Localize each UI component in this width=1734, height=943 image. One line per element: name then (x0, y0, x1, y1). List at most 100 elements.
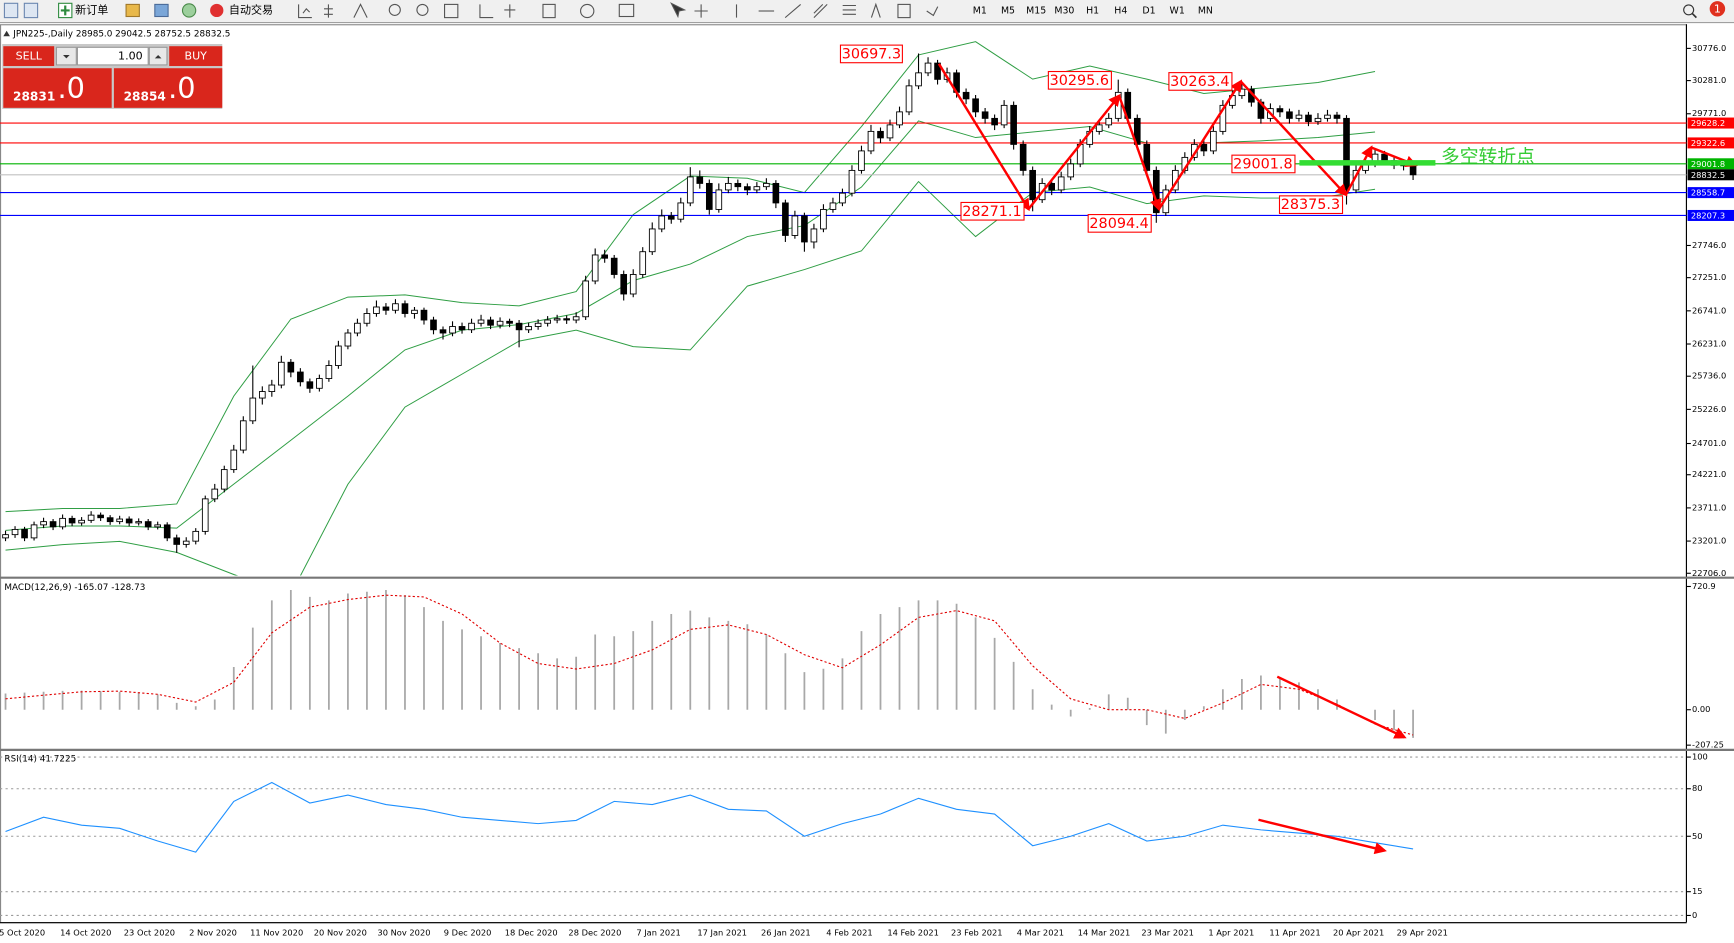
x-tick-label: 23 Oct 2020 (124, 928, 175, 938)
candle-body (1200, 143, 1208, 152)
candle-body (144, 521, 152, 528)
buy-button[interactable]: BUY (169, 46, 223, 67)
candle-body (1000, 104, 1008, 126)
candle-body (658, 215, 666, 230)
candle-body (306, 381, 314, 389)
candle-body (2, 534, 9, 539)
candle-body (696, 176, 704, 184)
notification-badge[interactable] (1709, 1, 1726, 17)
candle-body (382, 306, 390, 311)
x-tick-label: 2 Nov 2020 (189, 928, 237, 938)
candle-body (753, 186, 761, 191)
candle-body (211, 488, 219, 500)
icon[interactable] (154, 3, 169, 18)
sell-button[interactable]: SELL (3, 46, 55, 67)
y-tick-label: 0.00 (1692, 704, 1710, 714)
candle-body (1314, 117, 1322, 123)
candle-body (239, 420, 247, 451)
x-tick-label: 1 Apr 2021 (1208, 928, 1254, 938)
candle-body (297, 371, 304, 383)
x-tick-label: 14 Mar 2021 (1078, 928, 1131, 938)
lot-value: 1.00 (118, 50, 143, 63)
candle-body (591, 254, 599, 282)
price-tag (1687, 158, 1734, 170)
x-tick-label: 23 Mar 2021 (1141, 928, 1194, 938)
x-tick-label: 14 Oct 2020 (60, 928, 111, 938)
candle-body (1019, 143, 1027, 171)
bid-fraction: .0 (58, 71, 85, 105)
ask-main: 28854 (124, 89, 166, 103)
notification-count: 1 (1714, 2, 1721, 15)
candle-body (278, 361, 285, 386)
candle-body (49, 521, 57, 528)
x-tick-label: 4 Feb 2021 (826, 928, 872, 938)
auto-trading-button[interactable]: 自动交易 (210, 2, 273, 18)
candle-body (268, 384, 276, 392)
y-tick-label: 100 (1692, 752, 1708, 762)
timeframe-button[interactable]: M30 (1054, 6, 1074, 17)
candle-body (924, 62, 932, 74)
candle-body (1381, 153, 1388, 162)
candle-body (68, 517, 76, 524)
candle-body (125, 518, 133, 524)
candle-body (515, 322, 523, 331)
x-tick-label: 26 Jan 2021 (761, 928, 811, 938)
candle-body (962, 91, 970, 100)
candle-body (220, 469, 228, 490)
candle-body (525, 326, 532, 331)
timeframe-button[interactable]: H1 (1086, 6, 1099, 17)
candle-body (87, 514, 95, 521)
candle-body (1048, 182, 1055, 191)
timeframe-button[interactable]: M1 (973, 6, 987, 17)
price-box: 28375.3 (1278, 195, 1344, 215)
plot-area (0, 41, 1687, 576)
x-tick-label: 23 Feb 2021 (951, 928, 1003, 938)
rsi-line (5, 781, 1414, 853)
candle-body (439, 329, 447, 334)
icon[interactable] (3, 2, 19, 19)
candle-body (392, 303, 399, 311)
candle-body (182, 540, 190, 545)
timeframe-button[interactable]: W1 (1170, 6, 1185, 17)
price-box: 29001.8 (1231, 154, 1296, 174)
candle-body (839, 192, 846, 204)
candle-body (116, 518, 123, 523)
timeframe-button[interactable]: M5 (1001, 6, 1015, 17)
sell-price[interactable]: 28831 .0 (3, 68, 112, 108)
search-icon-handle (1691, 12, 1697, 19)
toolbar-bg (0, 0, 1734, 23)
candle-body (896, 111, 903, 126)
timeframe-button[interactable]: MN (1198, 6, 1213, 17)
price-label: 28271.1 (962, 204, 1021, 220)
search-icon[interactable] (1683, 4, 1695, 16)
candle-body (848, 169, 856, 194)
buy-price[interactable]: 28854 .0 (113, 68, 223, 108)
candle-body (886, 124, 894, 139)
price-tag (1687, 169, 1734, 181)
y-tick-label: 22706.0 (1692, 568, 1726, 578)
candle-body (572, 316, 580, 321)
candle-body (316, 378, 323, 389)
pivot-label: 多空转折点 (1441, 146, 1535, 168)
candle-body (744, 186, 751, 191)
bid-main: 28831 (13, 89, 55, 103)
timeframe-button[interactable]: H4 (1114, 6, 1127, 17)
x-tick-label: 20 Nov 2020 (314, 928, 367, 938)
y-tick-label: 15 (1692, 886, 1703, 896)
icon[interactable] (23, 2, 39, 19)
icon[interactable] (125, 3, 140, 18)
timeframe-button[interactable]: M15 (1026, 6, 1046, 17)
candle-body (30, 524, 38, 539)
new-order-button[interactable]: 新订单 (58, 2, 109, 19)
y-tick-label: 50 (1692, 831, 1703, 841)
timeframe-button[interactable]: D1 (1142, 6, 1155, 17)
y-tick-label: 27251.0 (1692, 272, 1726, 282)
price-label: 30697.3 (842, 46, 901, 62)
lot-input[interactable] (76, 46, 149, 66)
y-tick-label: 23201.0 (1692, 536, 1726, 546)
y-tick-label: 24221.0 (1692, 469, 1726, 479)
candle-body (97, 514, 104, 519)
candle-body (829, 202, 837, 210)
icon[interactable] (181, 3, 197, 18)
y-tick-label: 0 (1692, 910, 1697, 920)
